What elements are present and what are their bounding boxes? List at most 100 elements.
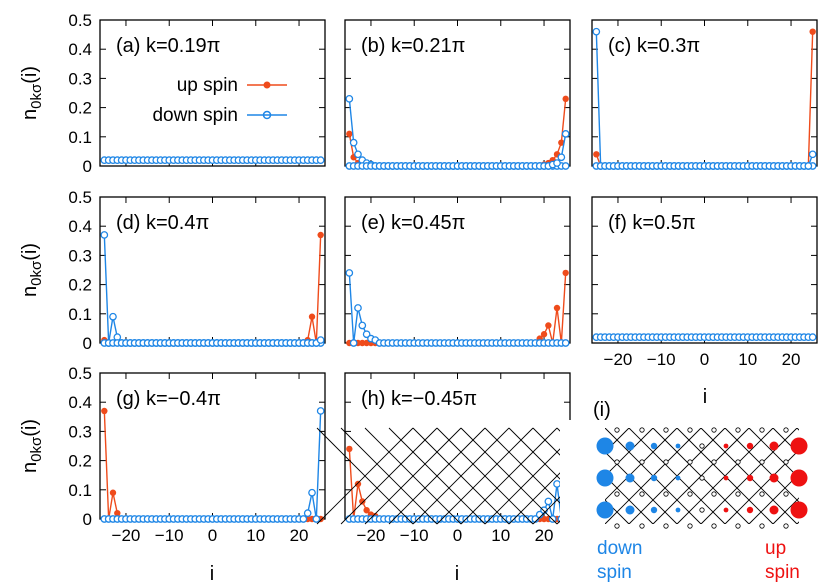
lattice-site [625,505,635,515]
x-axis-label-g: i [210,563,214,585]
up-spin-point [809,28,816,35]
down-spin-point [557,153,566,162]
lattice-site [639,427,645,433]
lattice-site [783,491,789,497]
down-spin-point [316,336,325,344]
lattice-site [746,442,754,450]
up-spin-line [349,98,567,167]
lattice-mask [600,410,810,428]
lattice-label: (i) [593,399,611,421]
lattice-bond [436,427,534,525]
up-spin-line [104,234,322,344]
up-spin-point [114,509,121,517]
down-spin-point [561,162,570,170]
lattice-site [790,437,808,455]
lattice-site [783,459,789,465]
lattice-site [769,441,779,451]
lattice-site [711,427,717,433]
down-spin-point [561,339,570,347]
y-tick-label: 0.5 [68,11,92,30]
lattice-bond [412,427,510,525]
x-tick-label: −10 [400,526,429,545]
x-tick-label: −10 [155,526,184,545]
down-spin-point [362,330,371,339]
panel-label: (e) k=0.45π [361,212,465,234]
down-spin-point [592,27,601,36]
up-spin-point [346,130,353,138]
lattice-bond [364,427,462,525]
lattice-site [687,427,693,433]
x-tick-label: 0 [453,526,462,545]
down-spin-point [553,159,561,167]
lattice-site [687,523,693,529]
lattice-site [783,523,789,529]
x-tick-label: 20 [782,350,801,369]
down-spin-point [808,333,817,342]
lattice-site [639,491,645,497]
svg-text:n0kσ(i): n0kσ(i) [19,243,45,297]
panel-7: −20 −10 0 10 20 (h) k=−0.45π [344,372,571,545]
panel-label: (c) k=0.3π [608,35,700,57]
x-tick-label: 10 [738,350,757,369]
down-spin-point [100,231,109,239]
x-axis-label-h: i [455,563,459,585]
down-spin-point [349,339,358,347]
lattice-site [614,523,620,529]
panel-3: 0.5 0.4 0.3 0.2 0.1 0 (d) k=0.4π [68,188,326,353]
up-spin-text-2: spin [765,562,800,583]
y-tick-label: 0 [83,334,92,353]
down-spin-point [561,130,570,138]
x-tick-label: −20 [604,350,633,369]
y-tick-label: 0.3 [68,422,92,441]
lattice-site [759,491,765,497]
lattice-site [639,459,645,465]
panel-1: (b) k=0.21π [344,19,571,170]
panel-label: (b) k=0.21π [361,35,465,57]
lattice-site [746,474,754,482]
panel-6: 0.5 0.4 0.3 0.2 0.1 0 −20 −10 0 10 20 (g) k=−0.4π [68,364,326,545]
svg-text:n0kσ(i): n0kσ(i) [19,419,45,473]
down-spin-line [348,98,566,167]
up-spin-point [317,231,324,239]
x-tick-label: −20 [357,526,386,545]
up-spin-point [308,313,316,320]
lattice-bond [460,427,558,525]
lattice-bond [388,427,486,525]
lattice-site [759,427,765,433]
lattice-site [723,475,729,481]
up-spin-point [354,480,362,488]
lattice-site [735,523,741,529]
panel-label: (h) k=−0.45π [361,388,477,410]
y-tick-label: 0 [83,157,92,176]
lattice-site [596,501,614,519]
lattice-site [790,469,808,487]
lattice-site [663,491,669,497]
x-tick-label: −10 [647,350,676,369]
lattice-site [735,459,741,465]
lattice-site [699,443,705,449]
down-spin-point [299,515,308,523]
down-spin-line [104,410,322,520]
y-axis-arg: (i) [19,66,41,84]
y-tick-label: 0.2 [68,99,92,118]
lattice-site [687,459,693,465]
y-axis-label-row2: n0kσ(i) [19,243,45,297]
lattice-site [783,427,789,433]
lattice-site [759,523,765,529]
down-spin-point [358,321,367,330]
y-tick-label: 0.5 [68,364,92,383]
x-tick-label: 0 [208,526,217,545]
lattice-bond [340,427,438,525]
up-spin-point [346,445,353,453]
up-spin-point [545,322,552,329]
lattice-site [711,459,717,465]
lattice-site [699,475,705,481]
x-axis-label-f: i [703,386,707,408]
lattice-site [650,506,658,514]
y-tick-label: 0.1 [68,481,92,500]
x-tick-label: 20 [535,526,554,545]
x-tick-label: 20 [290,526,309,545]
x-tick-label: −20 [112,526,141,545]
legend-up-label: up spin [177,75,238,96]
